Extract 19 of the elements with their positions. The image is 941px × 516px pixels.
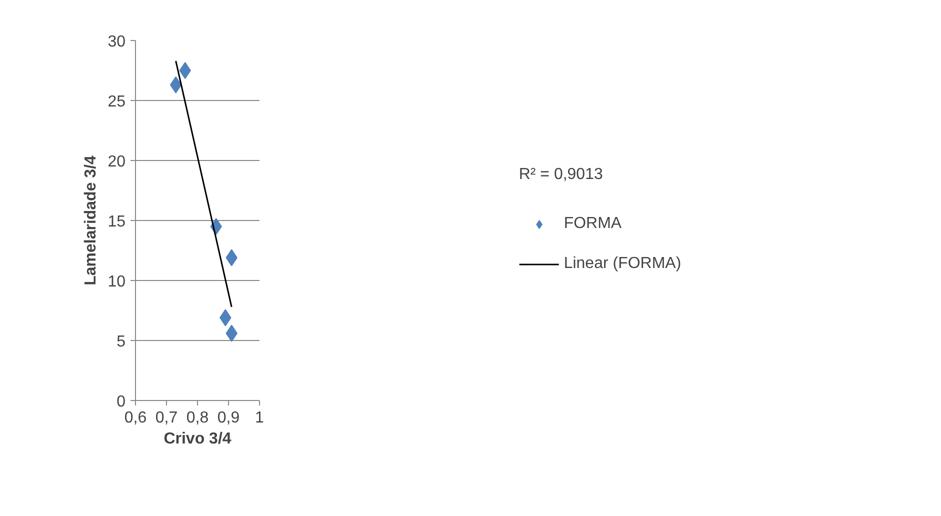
legend-label: FORMA [564,215,622,233]
x-tick-label: 0,6 [124,410,147,426]
y-tick-label: 5 [116,334,126,350]
point [179,62,191,79]
point [170,76,182,94]
y-axis-title: Lamelaridade 3/4 [82,155,100,286]
x-tick-label: 1 [255,410,264,426]
y-tick-label: 30 [108,34,126,50]
y-tick-label: 10 [108,274,126,290]
x-axis-title: Crivo 3/4 [164,430,232,448]
text: R² = 0,9013 [518,166,604,184]
legend-label: Linear (FORMA) [564,255,682,273]
x-tick-label: 0,7 [155,410,178,426]
x-tick-label: 0,9 [217,410,240,426]
x-tick-label: 0,8 [186,410,209,426]
y-tick-label: 15 [108,214,126,230]
y-tick-label: 25 [108,94,126,110]
y-tick-label: 20 [108,154,126,170]
y-tick-label: 0 [116,394,126,410]
